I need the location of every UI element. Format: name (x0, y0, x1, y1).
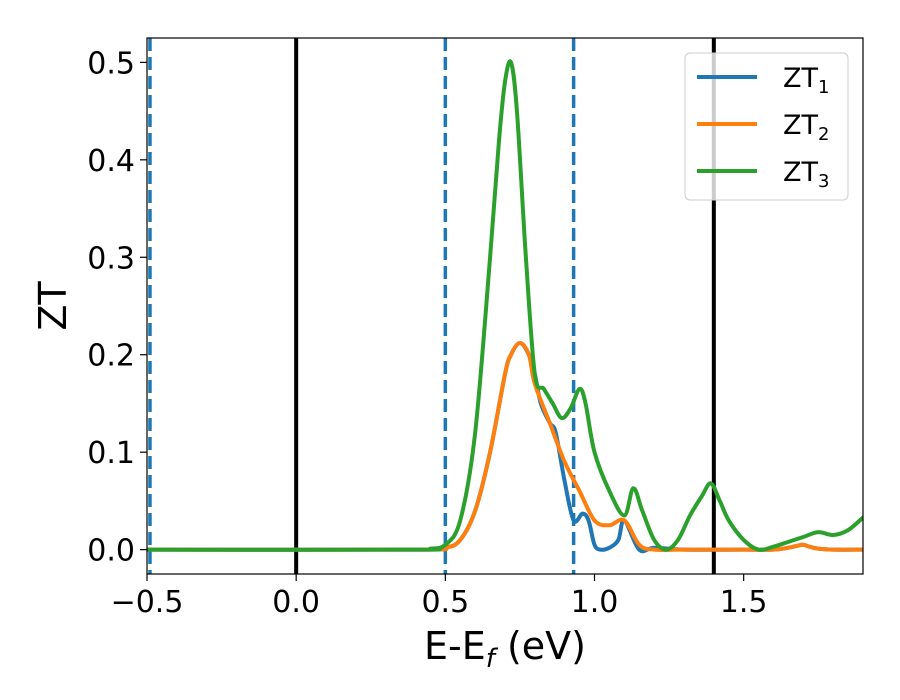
legend-label-zt2: ZT2 (783, 110, 829, 145)
y-tick-label: 0.3 (87, 241, 135, 276)
x-tick-label: 0.0 (272, 585, 320, 620)
y-tick-label: 0.1 (87, 436, 135, 471)
y-tick-label: 0.2 (87, 339, 135, 374)
series-line-zt2 (147, 341, 863, 552)
y-axis-label: ZT (31, 281, 75, 331)
plot-frame (146, 37, 864, 575)
y-tick-label: 0.0 (87, 534, 135, 569)
legend: ZT1 ZT2 ZT3 (684, 52, 849, 201)
legend-label-zt1: ZT1 (783, 63, 829, 98)
y-tick-label: 0.5 (87, 46, 135, 81)
x-tick-label: −0.5 (111, 585, 184, 620)
series-line-zt3 (147, 59, 863, 552)
legend-box (684, 52, 849, 201)
x-tick-label: 1.0 (571, 585, 619, 620)
x-axis-label: E-Ef (eV) (424, 624, 586, 674)
y-tick-label: 0.4 (87, 144, 135, 179)
x-tick-label: 0.5 (421, 585, 469, 620)
x-tick-label: 1.5 (720, 585, 768, 620)
legend-label-zt3: ZT3 (783, 157, 829, 192)
